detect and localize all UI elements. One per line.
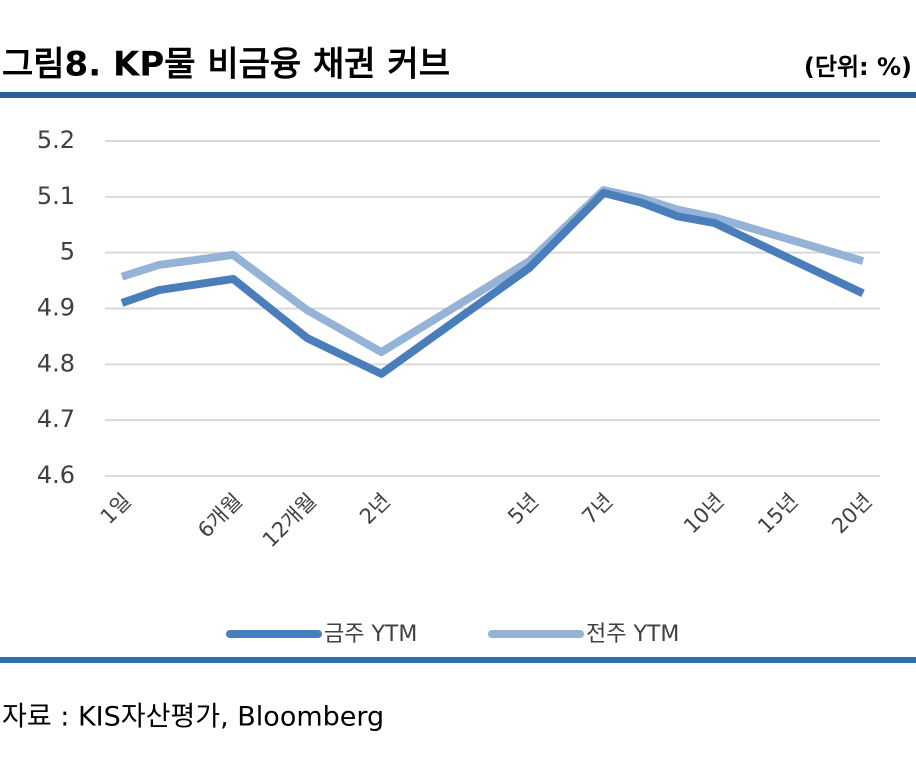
figure-title: 그림8. KP물 비금융 채권 커브: [2, 45, 450, 85]
y-tick-label: 5.1: [37, 182, 75, 210]
legend-label: 전주 YTM: [586, 622, 679, 647]
y-tick-label: 4.6: [37, 461, 75, 489]
y-tick-label: 4.8: [37, 349, 75, 377]
series-line: [120, 188, 865, 378]
y-tick-label: 5.2: [37, 126, 75, 154]
top-rule: [0, 92, 916, 98]
x-tick-label: 7년: [577, 489, 617, 529]
legend-label: 금주 YTM: [324, 622, 417, 647]
source-note: 자료 : KIS자산평가, Bloomberg: [2, 702, 384, 733]
x-tick-label: 2년: [355, 489, 395, 529]
x-tick-label: 15년: [753, 489, 803, 539]
x-tick-label: 6개월: [193, 489, 247, 543]
bottom-rule: [0, 657, 916, 663]
y-tick-label: 4.7: [37, 405, 75, 433]
unit-label: (단위: %): [804, 53, 912, 81]
x-tick-label: 20년: [827, 489, 877, 539]
series-line: [120, 186, 865, 357]
x-tick-label: 1일: [96, 489, 136, 529]
y-tick-label: 4.9: [37, 294, 75, 322]
x-tick-label: 10년: [679, 489, 729, 539]
x-tick-label: 5년: [503, 489, 543, 529]
y-tick-label: 5: [60, 238, 75, 266]
x-tick-label: 12개월: [258, 489, 321, 552]
